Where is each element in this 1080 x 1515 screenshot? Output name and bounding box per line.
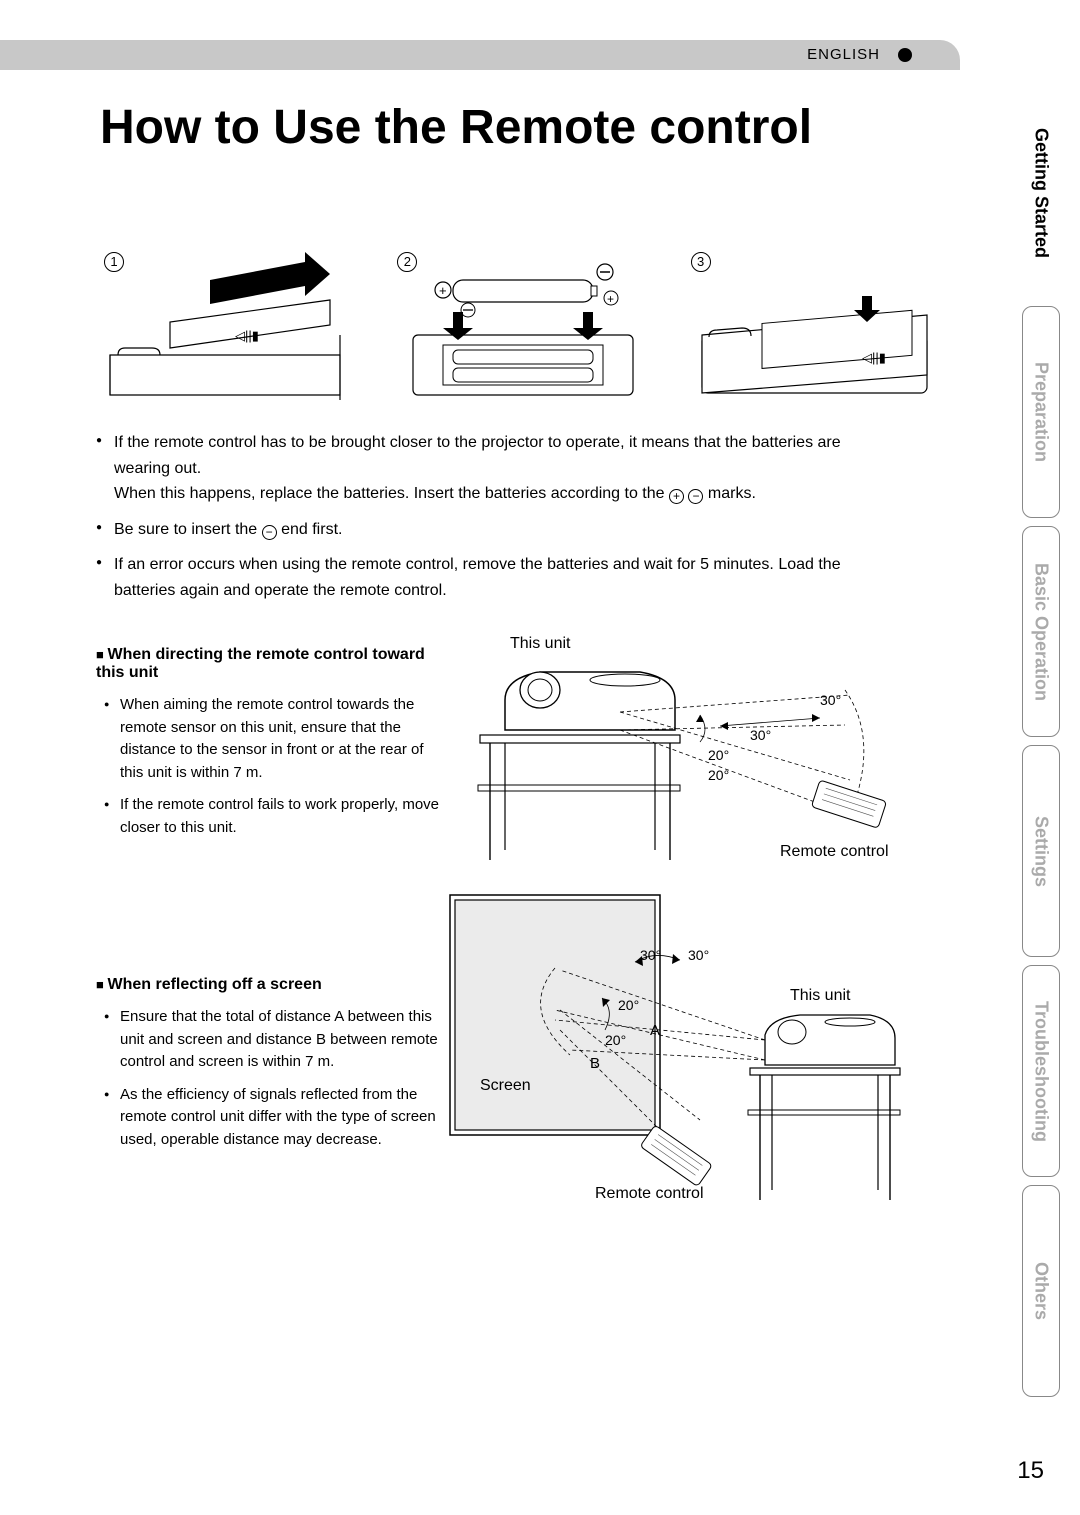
- svg-text:+: +: [439, 283, 447, 298]
- sub-bullet: Ensure that the total of distance A betw…: [96, 1006, 446, 1074]
- bullet-1: If the remote control has to be brought …: [96, 430, 900, 507]
- sub-bullet: As the efficiency of signals reflected f…: [96, 1084, 446, 1152]
- header-bar: ENGLISH: [0, 40, 960, 70]
- step2-svg: + +: [393, 240, 653, 410]
- tab-label: Preparation: [1031, 362, 1052, 462]
- section-heading: When reflecting off a screen: [96, 976, 446, 994]
- section-direct: When directing the remote control toward…: [96, 646, 446, 849]
- step-2-diagram: 2 + +: [393, 240, 656, 420]
- bullet-text: If the remote control has to be brought …: [114, 434, 841, 477]
- svg-text:+: +: [607, 292, 614, 306]
- step-number-1: 1: [104, 252, 124, 272]
- tab-label: Troubleshooting: [1031, 1001, 1052, 1142]
- label-this-unit: This unit: [510, 635, 571, 652]
- section-heading: When directing the remote control toward…: [96, 646, 446, 682]
- svg-text:20°: 20°: [708, 767, 729, 783]
- label-screen: Screen: [480, 1077, 531, 1094]
- minus-icon: −: [688, 489, 703, 504]
- battery-steps-row: 1 ◁||▮ 2 +: [100, 240, 950, 420]
- tab-troubleshooting[interactable]: Troubleshooting: [1022, 965, 1060, 1177]
- tab-settings[interactable]: Settings: [1022, 745, 1060, 957]
- side-tabs: Getting Started Preparation Basic Operat…: [1022, 88, 1060, 1405]
- svg-text:◁||▮: ◁||▮: [862, 350, 886, 365]
- plus-icon: +: [669, 489, 684, 504]
- tab-preparation[interactable]: Preparation: [1022, 306, 1060, 518]
- tab-label: Others: [1031, 1262, 1052, 1320]
- svg-text:A: A: [650, 1022, 660, 1039]
- svg-text:30°: 30°: [688, 947, 709, 963]
- svg-text:20°: 20°: [708, 747, 729, 763]
- tab-others[interactable]: Others: [1022, 1185, 1060, 1397]
- label-remote: Remote control: [595, 1185, 704, 1202]
- tab-getting-started[interactable]: Getting Started: [1022, 88, 1060, 298]
- svg-text:30°: 30°: [640, 947, 661, 963]
- svg-text:30°: 30°: [750, 727, 771, 743]
- section-reflect: When reflecting off a screen Ensure that…: [96, 976, 446, 1161]
- svg-text:20°: 20°: [618, 997, 639, 1013]
- svg-text:◁||▮: ◁||▮: [235, 328, 259, 343]
- main-bullets: If the remote control has to be brought …: [96, 430, 900, 614]
- svg-text:B: B: [590, 1055, 600, 1072]
- language-label: ENGLISH: [807, 46, 880, 63]
- bullet-text: Be sure to insert the: [114, 521, 262, 538]
- bullet-text: When this happens, replace the batteries…: [114, 485, 669, 502]
- tab-label: Basic Operation: [1031, 563, 1052, 701]
- minus-icon: −: [262, 525, 277, 540]
- step-3-diagram: 3 ◁||▮: [687, 240, 950, 420]
- tab-basic-operation[interactable]: Basic Operation: [1022, 526, 1060, 738]
- step-1-diagram: 1 ◁||▮: [100, 240, 363, 420]
- bullet-3: If an error occurs when using the remote…: [96, 552, 900, 603]
- header-dot-icon: [898, 48, 912, 62]
- step1-svg: ◁||▮: [100, 240, 360, 410]
- bullet-2: Be sure to insert the − end first.: [96, 517, 900, 543]
- svg-text:20°: 20°: [605, 1032, 626, 1048]
- step3-svg: ◁||▮: [687, 240, 947, 410]
- label-remote: Remote control: [780, 843, 889, 860]
- tab-label: Getting Started: [1031, 128, 1052, 258]
- bullet-text: end first.: [281, 521, 342, 538]
- step-number-3: 3: [691, 252, 711, 272]
- page-title: How to Use the Remote control: [100, 100, 812, 155]
- svg-text:30°: 30°: [820, 692, 841, 708]
- page-number: 15: [1017, 1457, 1044, 1485]
- bullet-text: marks.: [708, 485, 756, 502]
- sub-bullet: When aiming the remote control towards t…: [96, 694, 446, 784]
- label-this-unit: This unit: [790, 987, 851, 1004]
- sub-bullet: If the remote control fails to work prop…: [96, 794, 446, 839]
- figure-reflect: Screen This unit Remote control A B 30° …: [440, 890, 910, 1230]
- figure-direct: This unit 20° 20° 30° 30° Remote control: [450, 630, 910, 870]
- tab-label: Settings: [1031, 816, 1052, 887]
